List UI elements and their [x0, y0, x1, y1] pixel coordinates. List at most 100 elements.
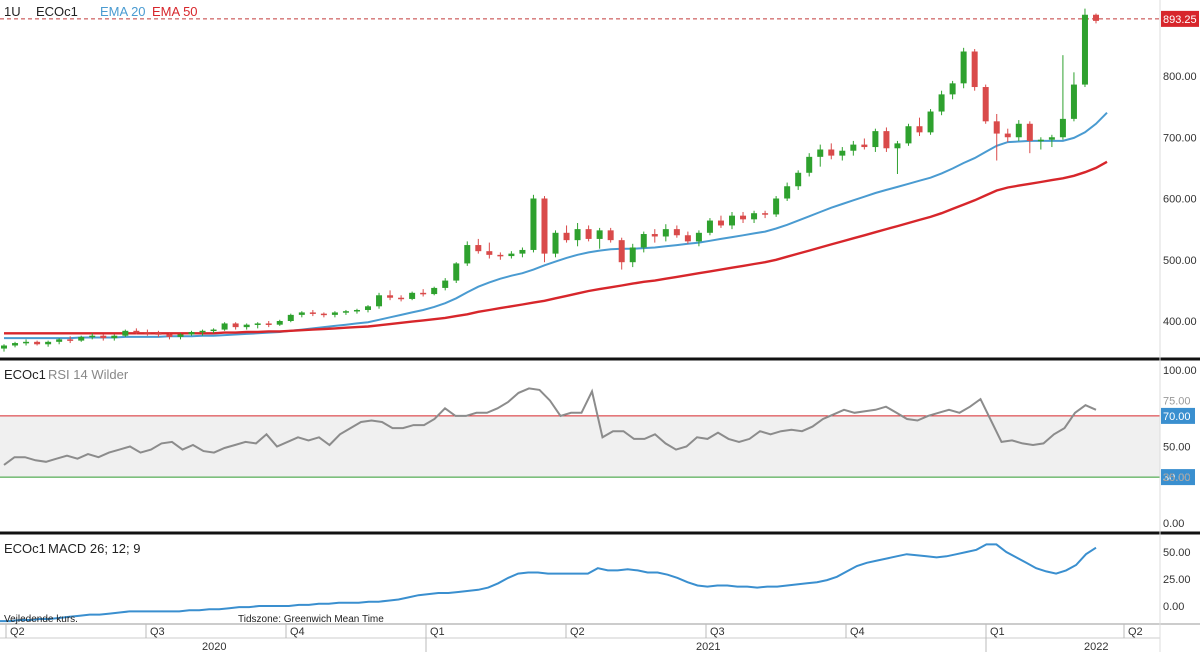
candle-body — [1004, 133, 1011, 138]
macd-tick-label: 50.00 — [1163, 547, 1191, 559]
candle-body — [155, 333, 162, 335]
candle-body — [949, 83, 956, 95]
rsi-tick-label: 100.00 — [1163, 365, 1197, 377]
ema50-legend[interactable]: EMA 50 — [152, 4, 198, 19]
candle-body — [596, 230, 603, 239]
candle-body — [353, 309, 360, 312]
candle-body — [420, 292, 427, 295]
rsi-tick-label: 0.00 — [1163, 518, 1184, 530]
candle-body — [100, 335, 107, 339]
candle-body — [640, 234, 647, 248]
candle-body — [1026, 123, 1033, 141]
candle-body — [508, 253, 515, 257]
ema20-legend[interactable]: EMA 20 — [100, 4, 146, 19]
candle-body — [453, 263, 460, 281]
candle-body — [320, 313, 327, 316]
candle-body — [12, 343, 19, 346]
candle-body — [199, 330, 206, 333]
price-axis-bg — [1160, 0, 1200, 358]
symbol-label[interactable]: ECOc1 — [36, 4, 78, 19]
ema50-line — [4, 160, 1108, 335]
candle-body — [287, 314, 294, 321]
candle-body — [309, 312, 316, 314]
candle-body — [971, 51, 978, 88]
candle-body — [409, 292, 416, 299]
candle-body — [298, 312, 305, 315]
timezone-note: Tidszone: Greenwich Mean Time — [238, 614, 384, 625]
rsi-line — [3, 387, 1097, 466]
candle-body — [1070, 84, 1077, 119]
candle-body — [1059, 118, 1066, 138]
candle-body — [762, 213, 769, 215]
quarter-label: Q2 — [10, 626, 25, 638]
quarter-label: Q2 — [1128, 626, 1143, 638]
candle-body — [376, 295, 383, 307]
candle-body — [365, 306, 371, 310]
candle-body — [1, 345, 7, 349]
candle-body — [651, 234, 658, 237]
rsi-symbol-label[interactable]: ECOc1 — [4, 367, 46, 382]
candle-body — [45, 341, 52, 345]
price-tick-label: 800.00 — [1163, 71, 1197, 83]
last-price-label: 893.25 — [1163, 14, 1197, 26]
candle-body — [133, 330, 140, 333]
rsi-tick-label: 50.00 — [1163, 442, 1191, 454]
candle-body — [56, 339, 63, 342]
rsi-tick-label-faint: 75.00 — [1163, 395, 1191, 407]
candle-body — [982, 87, 989, 122]
candle-body — [34, 341, 41, 345]
price-note: Vejledende kurs. — [4, 614, 78, 625]
candle-body — [618, 240, 625, 263]
candle-body — [166, 334, 173, 337]
candle-body — [585, 229, 592, 239]
candle-body — [1037, 139, 1044, 142]
candle-body — [67, 339, 74, 341]
candle-body — [717, 220, 724, 226]
quarter-label: Q4 — [290, 626, 305, 638]
candle-body — [387, 295, 394, 298]
price-panel[interactable]: 400.00 500.00 600.00 700.00 800.00 893.25 — [0, 0, 1200, 361]
candle-body — [265, 323, 272, 325]
candle-body — [122, 330, 129, 336]
rsi-level-badge — [1161, 407, 1195, 424]
candle-body — [1093, 14, 1099, 21]
quarter-label: Q3 — [710, 626, 725, 638]
candle-body — [1081, 14, 1088, 85]
candle-body — [331, 312, 338, 315]
candle-body — [1015, 123, 1022, 138]
candle-body — [883, 131, 890, 149]
macd-panel[interactable]: 0.00 25.00 50.00 — [0, 543, 1191, 623]
macd-indicator-label[interactable]: MACD 26; 12; 9 — [48, 541, 141, 556]
candle-body — [662, 229, 669, 237]
interval-label[interactable]: 1U — [4, 4, 21, 19]
rsi-level-badge — [1161, 469, 1195, 486]
candle-body — [673, 229, 680, 236]
price-tick-label: 500.00 — [1163, 255, 1197, 267]
rsi-indicator-label[interactable]: RSI 14 Wilder — [48, 367, 129, 382]
candle-body — [861, 144, 868, 148]
candle-body — [729, 215, 735, 226]
quarter-label: Q1 — [430, 626, 445, 638]
candle-body — [993, 121, 1000, 134]
candle-body — [806, 156, 813, 173]
quarter-label: Q2 — [570, 626, 585, 638]
candle-body — [177, 334, 184, 337]
candle-body — [464, 245, 471, 264]
candle-body — [486, 251, 493, 255]
candle-body — [541, 198, 548, 254]
candle-body — [1048, 137, 1055, 140]
candle-body — [221, 323, 228, 330]
candle-body — [839, 150, 846, 156]
candle-body — [89, 335, 96, 338]
candle-body — [784, 186, 791, 199]
year-label: 2022 — [1084, 641, 1108, 652]
macd-symbol-label[interactable]: ECOc1 — [4, 541, 46, 556]
rsi-panel[interactable]: 70.00 30.00 0.00 50.00 100.00 75.00 25.00 — [0, 365, 1200, 535]
candle-body — [607, 230, 614, 241]
candle-body — [927, 111, 934, 133]
candle-body — [431, 287, 438, 295]
macd-tick-label: 25.00 — [1163, 574, 1191, 586]
quarter-label: Q3 — [150, 626, 165, 638]
macd-line — [0, 543, 1097, 623]
